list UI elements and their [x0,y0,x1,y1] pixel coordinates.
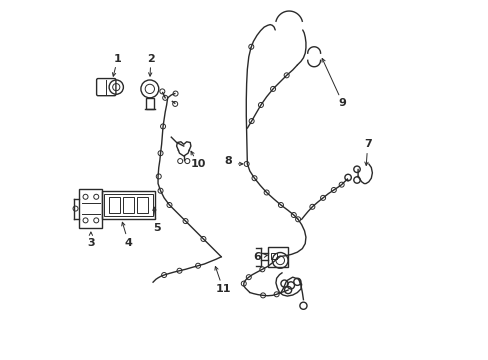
Text: 11: 11 [215,284,230,294]
Text: 9: 9 [338,98,346,108]
Bar [108,197,120,213]
Bar [136,197,148,213]
Bar [270,252,276,259]
Bar [104,194,152,216]
Text: 8: 8 [224,156,232,166]
Text: 10: 10 [190,159,205,169]
Text: 1: 1 [114,54,122,64]
Bar [102,192,155,219]
Bar [122,197,134,213]
Bar [268,247,288,267]
Text: 5: 5 [153,223,161,233]
Text: 4: 4 [124,238,132,248]
Bar [80,189,102,228]
Text: 3: 3 [87,238,95,248]
Text: 2: 2 [147,54,155,64]
Text: 6: 6 [253,252,261,262]
Bar [145,98,154,109]
Text: 7: 7 [363,139,371,149]
